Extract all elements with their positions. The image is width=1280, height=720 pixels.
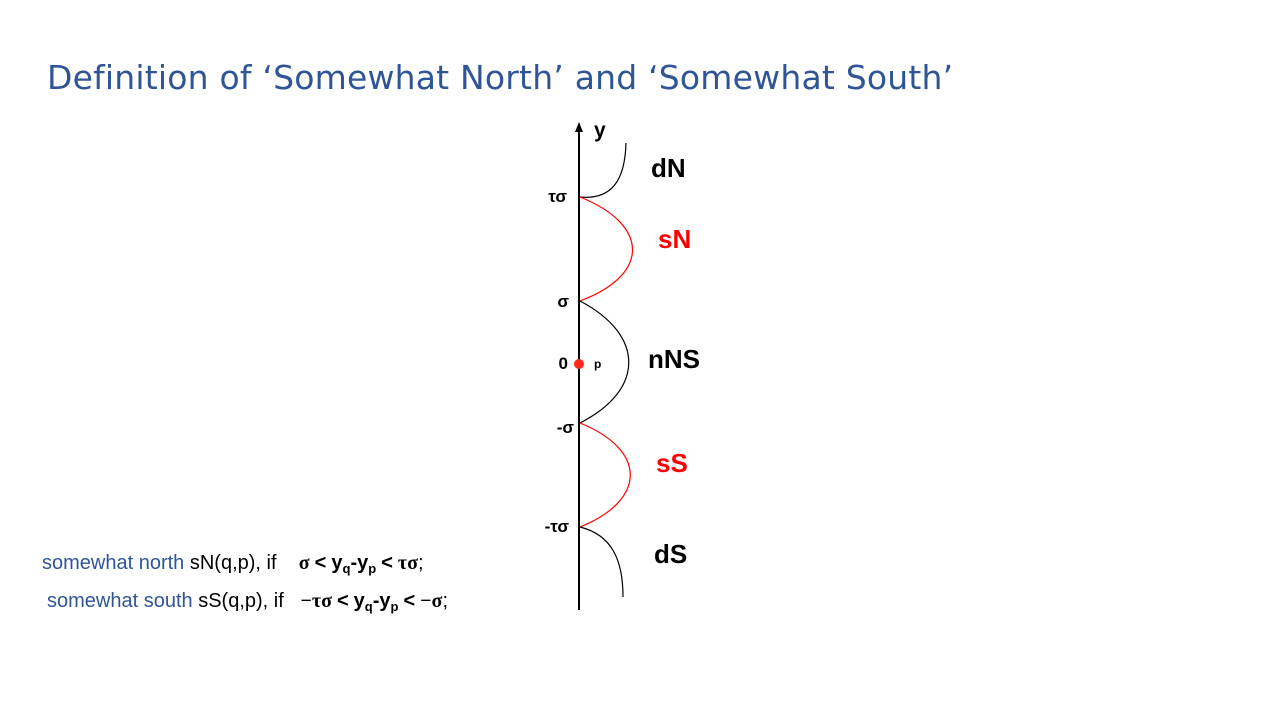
cond-right: τσ	[397, 552, 418, 574]
curve-sS	[579, 422, 631, 528]
tick-neg-tau-sigma: -τσ	[545, 517, 570, 536]
definition-name: sS(q,p), if	[198, 590, 284, 612]
cond-lt-2: <	[381, 552, 393, 574]
cond-sub-p: p	[390, 599, 399, 614]
cond-lt-2: <	[403, 590, 416, 612]
cond-sub-q: q	[364, 599, 373, 614]
point-p-label: p	[594, 357, 601, 371]
definition-somewhat-south: somewhat south sS(q,p), if −τσ < yq-yp <…	[47, 590, 448, 614]
tick-tau-sigma: τσ	[548, 187, 567, 206]
region-label-sS: sS	[656, 448, 688, 478]
y-axis-arrowhead	[575, 122, 583, 132]
cond-end: ;	[442, 590, 448, 612]
curve-dS	[579, 526, 624, 598]
definition-term: somewhat north	[42, 552, 185, 574]
cond-lt-1: <	[314, 552, 327, 574]
cond-sub-q: q	[342, 561, 351, 576]
definition-name: sN(q,p), if	[189, 552, 277, 574]
curve-sN	[579, 196, 633, 302]
cond-end: ;	[417, 552, 424, 574]
region-label-dS: dS	[654, 539, 687, 569]
cond-sub-p: p	[368, 561, 377, 576]
cond-yp: y	[357, 552, 369, 574]
cond-yq: y	[353, 590, 365, 612]
cond-left: σ	[298, 552, 310, 574]
region-label-sN: sN	[658, 224, 691, 254]
cond-minus: -	[350, 552, 358, 574]
curve-dN	[579, 142, 627, 198]
cond-left: −τσ	[300, 590, 332, 612]
curve-nNS	[579, 300, 630, 424]
cond-minus: -	[372, 590, 380, 612]
definition-term: somewhat south	[47, 590, 193, 612]
tick-zero: 0	[559, 354, 568, 373]
cond-right: −σ	[420, 590, 443, 612]
tick-sigma: σ	[557, 292, 569, 311]
cond-lt-1: <	[336, 590, 349, 612]
y-axis-label: y	[594, 119, 606, 142]
definition-somewhat-north: somewhat north sN(q,p), if σ < yq-yp < τ…	[42, 552, 424, 576]
region-label-nNS: nNS	[648, 344, 700, 374]
page-title: Definition of ‘Somewhat North’ and ‘Some…	[47, 58, 954, 97]
point-p-marker	[574, 359, 584, 369]
cond-yq: y	[331, 552, 343, 574]
region-label-dN: dN	[651, 153, 686, 183]
tick-neg-sigma: -σ	[557, 418, 575, 437]
cond-yp: y	[379, 590, 391, 612]
definition-condition: σ < yq-yp < τσ	[298, 552, 418, 576]
definition-condition: −τσ < yq-yp < −σ	[300, 590, 443, 614]
